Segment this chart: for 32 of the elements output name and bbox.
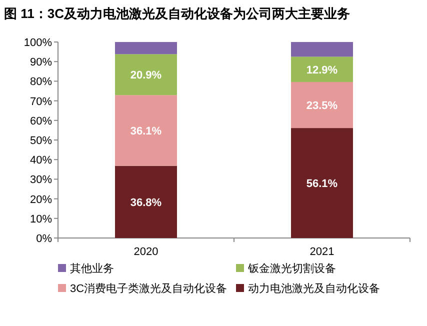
y-tick-label: 70% xyxy=(30,96,52,108)
chart-title: 图 11：3C及动力电池激光及自动化设备为公司两大主要业务 xyxy=(4,6,350,21)
data-label: 20.9% xyxy=(130,70,162,82)
legend-label: 其他业务 xyxy=(70,262,114,275)
y-tick-label: 40% xyxy=(30,154,52,167)
data-label: 23.5% xyxy=(306,100,338,112)
y-tick-label: 100% xyxy=(24,37,52,49)
y-tick-label: 60% xyxy=(30,115,52,128)
y-tick-label: 30% xyxy=(30,174,52,186)
legend-label: 3C消费电子类激光及自动化设备 xyxy=(70,282,228,295)
legend-label: 动力电池激光及自动化设备 xyxy=(248,282,380,295)
bar xyxy=(115,95,177,166)
y-tick-label: 80% xyxy=(30,76,52,88)
bar xyxy=(291,56,353,82)
data-label: 36.8% xyxy=(130,196,162,209)
bar xyxy=(291,42,353,57)
x-tick-label: 2021 xyxy=(310,246,334,258)
data-label: 56.1% xyxy=(306,178,338,190)
y-tick-label: 50% xyxy=(30,135,52,147)
data-label: 12.9% xyxy=(306,64,338,76)
y-tick-label: 20% xyxy=(30,194,52,206)
bar xyxy=(115,42,177,54)
bar xyxy=(115,54,177,96)
bar xyxy=(291,128,353,238)
y-tick-label: 10% xyxy=(30,213,52,226)
y-tick-label: 90% xyxy=(30,56,52,69)
bar xyxy=(115,166,177,238)
x-tick-label: 2020 xyxy=(134,246,158,258)
data-label: 36.1% xyxy=(130,125,162,138)
y-tick-label: 0% xyxy=(36,233,52,245)
legend-label: 钣金激光切割设备 xyxy=(247,262,336,275)
bar xyxy=(291,82,353,128)
